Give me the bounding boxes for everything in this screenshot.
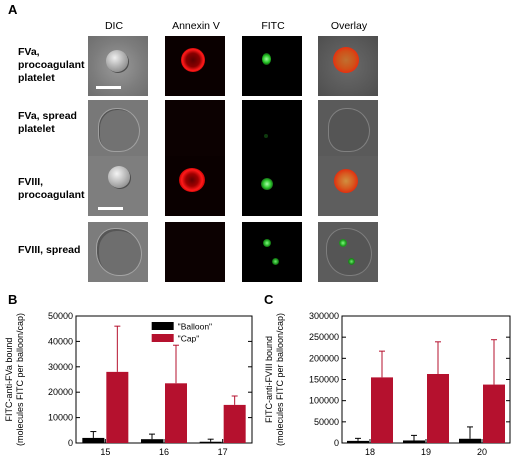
cap-bar [371,377,393,443]
scale-bar [96,86,121,89]
cap-bar [483,384,505,443]
column-header-dic: DIC [104,20,124,32]
micrograph-fitc-fviii-procoagulant [242,156,302,216]
micrograph-dic-fviii-spread [88,222,148,282]
y-tick-label: 250000 [309,332,339,342]
y-tick-label: 0 [68,438,73,448]
row-label-fva-spread: FVa, spread platelet [18,110,77,135]
cap-bar [106,371,129,443]
cap-bar [223,404,246,443]
micrograph-fitc-fva-procoagulant [242,36,302,96]
y-tick-label: 150000 [309,375,339,385]
micrograph-overlay-fva-procoagulant [318,36,378,96]
balloon-bar [199,441,222,443]
y-tick-label: 10000 [48,413,73,423]
y-tick-label: 50000 [48,311,73,321]
balloon-bar [82,437,105,443]
micrograph-fitc-fva-spread [242,100,302,160]
x-tick-label: 19 [421,447,431,457]
column-header-fitc: FITC [261,20,285,32]
y-axis-label: FITC-anti-FVa bound [4,338,14,422]
row-label-fviii-procoagulant: FVIII, procoagulant [18,176,85,201]
micrograph-annexin-fviii-procoagulant [165,156,225,216]
scale-bar [98,207,123,210]
balloon-bar [459,438,481,443]
legend-swatch [151,334,174,342]
y-tick-label: 200000 [309,353,339,363]
x-tick-label: 17 [218,447,228,457]
micrograph-fitc-fviii-spread [242,222,302,282]
y-tick-label: 0 [334,438,339,448]
y-tick-label: 50000 [314,417,339,427]
cap-bar [165,383,187,443]
micrograph-annexin-fva-spread [165,100,225,160]
micrograph-annexin-fva-procoagulant [165,36,225,96]
micrograph-overlay-fva-spread [318,100,378,160]
legend-label: "Balloon" [178,322,212,332]
balloon-bar [403,440,425,443]
row-label-fviii-spread: FVIII, spread [18,244,81,256]
bar-chart-fviii: 0 50000 100000 150000 200000 250000 300000 18 19… [264,311,511,457]
column-header-overlay: Overlay [330,20,368,32]
legend-label: "Cap" [178,334,200,344]
x-tick-label: 15 [100,447,110,457]
micrograph-dic-fviii-procoagulant [88,156,148,216]
micrograph-dic-fva-spread [88,100,148,160]
column-header-annexin: Annexin V [172,20,220,32]
y-axis-label: FITC-anti-FVIII bound [264,336,274,423]
y-tick-label: 300000 [309,311,339,321]
y-axis-label: (molecules FITC per balloon/cap) [275,313,285,446]
balloon-bar [347,440,369,443]
x-tick-label: 16 [159,447,169,457]
micrograph-overlay-fviii-procoagulant [318,156,378,216]
row-label-fva-procoagulant: FVa, procoagulant platelet [18,46,85,84]
micrograph-annexin-fviii-spread [165,222,225,282]
micrograph-overlay-fviii-spread [318,222,378,282]
x-tick-label: 20 [477,447,487,457]
panel-letter-a: A [8,2,18,17]
y-tick-label: 100000 [309,396,339,406]
micrograph-dic-fva-procoagulant [88,36,148,96]
panel-letter-b: B [8,292,18,307]
cap-bar [427,373,449,443]
balloon-bar [141,439,163,443]
legend-swatch [151,322,174,330]
y-tick-label: 40000 [48,336,73,346]
panel-letter-c: C [264,292,274,307]
y-tick-label: 20000 [48,387,73,397]
y-tick-label: 30000 [48,362,73,372]
y-axis-label: (molecules FITC per balloon/cap) [15,313,25,446]
bar-chart-fva: 0 10000 20000 30000 40000 50000 15 16 17 FITC-ant… [4,311,253,457]
x-tick-label: 18 [365,447,375,457]
